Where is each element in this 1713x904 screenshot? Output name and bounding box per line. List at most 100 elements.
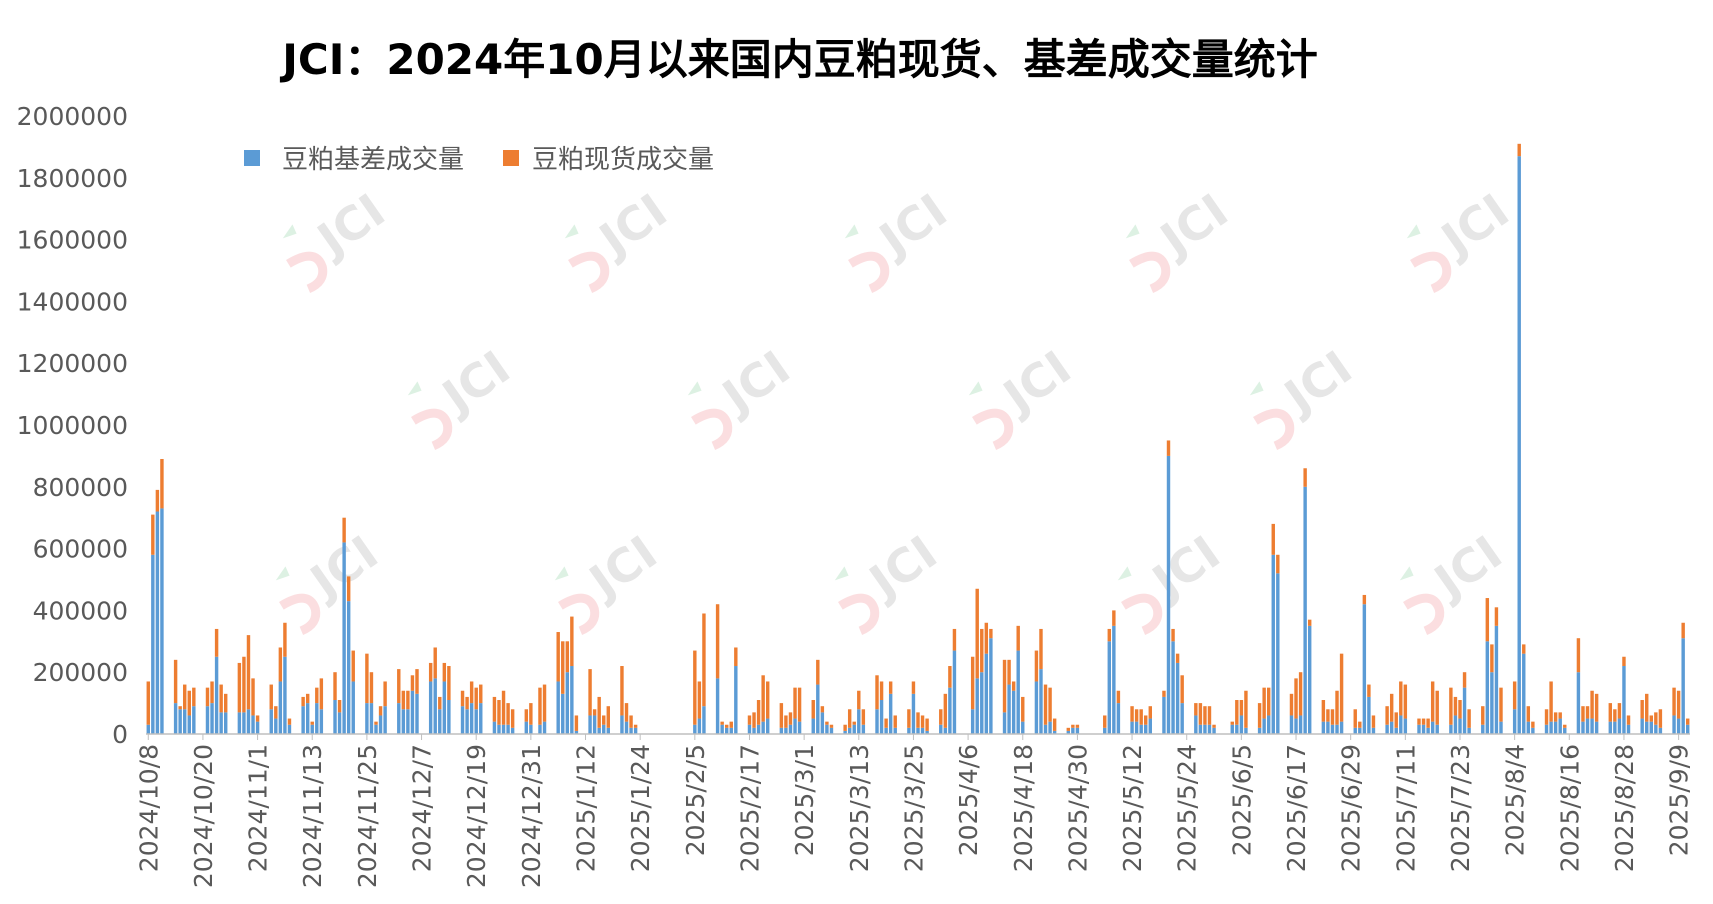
bar-spot [970, 656, 975, 710]
bar-spot [460, 690, 465, 707]
bar-basis [1617, 718, 1622, 734]
bar-spot [1335, 690, 1339, 725]
bar-spot [506, 703, 510, 725]
jci-watermark: JCI [407, 340, 520, 451]
x-tick-label: 2025/1/12 [572, 744, 601, 872]
bar-spot [146, 681, 150, 725]
bar-spot [1358, 721, 1362, 728]
bar-basis [1371, 727, 1376, 734]
bar-spot [952, 628, 957, 651]
bar-spot [1371, 715, 1376, 728]
bar-basis [1266, 715, 1271, 734]
bar-basis [907, 727, 911, 734]
bar-basis [1494, 625, 1499, 734]
bar-basis [269, 709, 273, 734]
bar-spot [980, 628, 984, 673]
bar-spot [192, 687, 196, 707]
y-tick-label: 200000 [33, 658, 128, 687]
bar-basis [1298, 715, 1303, 734]
y-tick-label: 2000000 [17, 102, 128, 131]
bar-spot [948, 666, 952, 688]
jci-watermark: JCI [687, 340, 800, 451]
bar-spot [1212, 724, 1216, 728]
y-tick-label: 1800000 [17, 164, 128, 193]
bar-spot [816, 659, 820, 685]
bar-spot [1002, 659, 1007, 713]
watermark-swoosh [568, 251, 610, 294]
x-tick-label: 2025/3/13 [845, 744, 874, 872]
bar-basis [1239, 715, 1244, 734]
bar-basis [1048, 721, 1052, 734]
bar-basis [438, 709, 442, 734]
bar-spot [1134, 709, 1139, 722]
bar-basis [1162, 696, 1166, 734]
bar-spot [1266, 687, 1271, 716]
bar-spot [406, 690, 410, 710]
bar-basis [1512, 709, 1517, 734]
bar-basis [1622, 666, 1626, 734]
bar-spot [1531, 721, 1535, 728]
bar-basis [693, 724, 697, 734]
bar-spot [510, 709, 515, 728]
bar-spot [761, 675, 765, 722]
jci-watermark: JCI [834, 525, 947, 636]
bar-basis [788, 724, 793, 734]
bar-spot [187, 690, 191, 716]
bar-spot [1394, 712, 1398, 728]
bar-spot [479, 684, 483, 704]
bar-basis [952, 650, 957, 734]
bar-basis [1103, 727, 1107, 734]
bar-spot [843, 724, 847, 731]
jci-watermark: JCI [564, 183, 677, 294]
bar-spot [720, 721, 724, 725]
bar-spot [1435, 690, 1439, 725]
bar-basis [752, 727, 756, 734]
watermark-swoosh [279, 593, 321, 636]
bar-spot [1581, 706, 1585, 722]
bar-basis [492, 721, 497, 734]
bar-basis [1544, 724, 1549, 734]
bar-spot [1640, 700, 1644, 719]
bar-spot [401, 690, 406, 710]
bar-spot [1194, 703, 1198, 716]
bar-spot [820, 706, 825, 713]
watermark-leaf [1249, 381, 1264, 396]
legend-swatch-basis [244, 150, 260, 166]
bar-spot [597, 696, 601, 728]
watermark-leaf [1406, 224, 1421, 239]
watermark-swoosh [838, 593, 880, 636]
bar-basis [1066, 730, 1071, 734]
bar-spot [920, 715, 925, 728]
bar-spot [939, 709, 943, 725]
bar-spot [592, 709, 597, 716]
bar-spot [693, 650, 697, 725]
bar-spot [1544, 709, 1549, 725]
bar-spot [857, 690, 861, 710]
bar-spot [1257, 703, 1262, 728]
x-tick-label: 2024/10/20 [189, 744, 218, 888]
bar-basis [1335, 724, 1339, 734]
bar-basis [246, 709, 251, 734]
bar-spot [765, 681, 770, 719]
bar-spot [465, 696, 469, 710]
bar-spot [574, 715, 579, 731]
bar-spot [602, 715, 606, 725]
y-tick-label: 1200000 [17, 349, 128, 378]
x-tick-label: 2025/8/16 [1555, 744, 1584, 872]
bar-spot [1239, 700, 1244, 716]
bar-basis [1362, 604, 1367, 734]
bar-basis [333, 700, 337, 734]
bar-basis [1576, 672, 1581, 734]
bar-basis [1052, 730, 1057, 734]
bar-basis [747, 724, 752, 734]
bar-spot [155, 489, 160, 512]
bar-spot [784, 715, 788, 728]
bar-spot [1585, 706, 1590, 719]
bar-spot [1016, 625, 1020, 651]
bar-basis [1207, 724, 1212, 734]
bar-basis [1517, 156, 1521, 735]
bar-spot [1066, 727, 1071, 731]
bar-spot [1362, 594, 1367, 605]
bar-spot [365, 653, 369, 704]
